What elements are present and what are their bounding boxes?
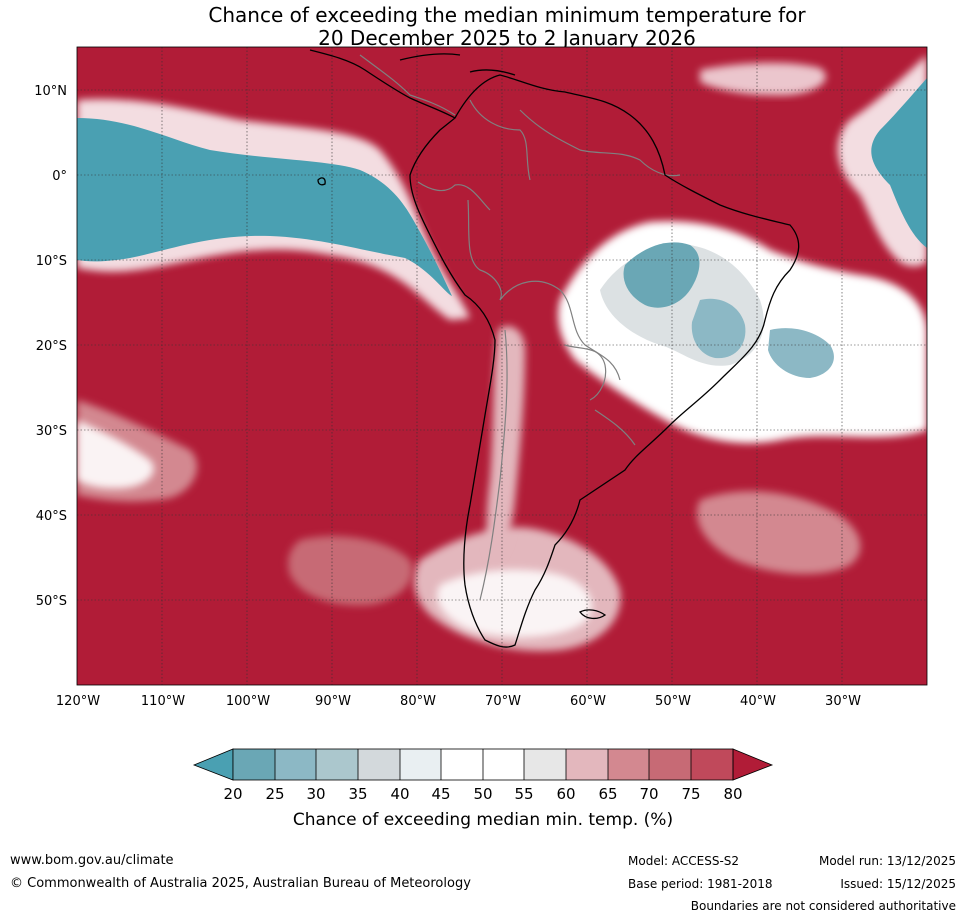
colorbar-tick: 35 bbox=[348, 785, 367, 803]
footer-model-run: Model run: 13/12/2025 bbox=[818, 854, 956, 868]
lon-label-80w: 80°W bbox=[400, 694, 436, 709]
brazil-cool-core-3 bbox=[768, 328, 834, 378]
se-pacific-white-patch bbox=[77, 420, 154, 489]
colorbar-tick: 80 bbox=[723, 785, 742, 803]
lat-label-40s: 40°S bbox=[36, 509, 67, 524]
colorbar-low-arrow bbox=[192, 748, 234, 781]
colorbar-tick: 40 bbox=[390, 785, 409, 803]
andes-light-strip bbox=[486, 326, 525, 560]
patagonia-white-region bbox=[437, 569, 592, 638]
colorbar-tick: 65 bbox=[598, 785, 617, 803]
border-venezuela-brazil bbox=[519, 109, 681, 177]
colorbar-segment bbox=[441, 749, 483, 780]
lon-label-50w: 50°W bbox=[655, 694, 691, 709]
title-line-1: Chance of exceeding the median minimum t… bbox=[208, 3, 806, 27]
coast-caribbean bbox=[399, 53, 516, 76]
border-chile-argentina bbox=[479, 329, 508, 601]
pacific-cool-band bbox=[77, 118, 452, 296]
lon-label-60w: 60°W bbox=[570, 694, 606, 709]
south-atlantic-pink-patch bbox=[696, 491, 861, 575]
coast-central-america bbox=[309, 49, 456, 119]
border-peru-brazil bbox=[467, 199, 502, 301]
colorbar-segment bbox=[275, 749, 316, 780]
lat-label-0: 0° bbox=[52, 169, 67, 184]
lat-label-10s: 10°S bbox=[36, 254, 67, 269]
colorbar-segment bbox=[608, 749, 649, 780]
south-pacific-pink-patch bbox=[288, 536, 413, 606]
atlantic-cool-patch bbox=[871, 78, 927, 248]
footer-model: Model: ACCESS-S2 bbox=[628, 854, 740, 868]
colorbar-segment bbox=[233, 749, 275, 780]
colorbar-segment bbox=[649, 749, 691, 780]
colorbar-tick: 55 bbox=[514, 785, 533, 803]
lat-label-30s: 30°S bbox=[36, 424, 67, 439]
brazil-cool-core-2 bbox=[691, 298, 746, 359]
colorbar-segment bbox=[691, 749, 733, 780]
border-central-america bbox=[359, 54, 456, 116]
lon-label-90w: 90°W bbox=[315, 694, 351, 709]
coast-galapagos bbox=[317, 177, 326, 186]
coastlines bbox=[309, 49, 800, 648]
lon-label-120w: 120°W bbox=[56, 694, 100, 709]
colorbar-high-arrow bbox=[732, 748, 774, 781]
north-atlantic-pink-patch bbox=[700, 62, 826, 96]
lat-label-10n: 10°N bbox=[34, 84, 67, 99]
colorbar-label: Chance of exceeding median min. temp. (%… bbox=[293, 810, 673, 830]
footer-copyright: © Commonwealth of Australia 2025, Austra… bbox=[10, 876, 471, 891]
colorbar-segment bbox=[316, 749, 358, 780]
footer-disclaimer: Boundaries are not considered authoritat… bbox=[690, 899, 956, 913]
coast-falklands bbox=[579, 609, 607, 620]
map-title: Chance of exceeding the median minimum t… bbox=[0, 4, 965, 50]
coast-south-america bbox=[409, 74, 800, 648]
lon-label-70w: 70°W bbox=[485, 694, 521, 709]
lon-label-30w: 30°W bbox=[825, 694, 861, 709]
colorbar-tick: 30 bbox=[306, 785, 325, 803]
colorbar-tick: 50 bbox=[473, 785, 492, 803]
colorbar-segment bbox=[400, 749, 441, 780]
lon-label-110w: 110°W bbox=[141, 694, 185, 709]
colorbar-segment bbox=[566, 749, 608, 780]
map-frame bbox=[76, 46, 928, 686]
colorbar-tick: 45 bbox=[431, 785, 450, 803]
colorbar-tick: 60 bbox=[556, 785, 575, 803]
footer-website[interactable]: www.bom.gov.au/climate bbox=[10, 853, 174, 868]
footer-issued: Issued: 15/12/2025 bbox=[840, 877, 956, 891]
border-bolivia bbox=[499, 280, 621, 381]
border-peru-ecuador-colombia bbox=[417, 181, 491, 211]
colorbar-tick: 25 bbox=[265, 785, 284, 803]
border-colombia-venezuela bbox=[469, 99, 531, 181]
country-borders bbox=[359, 54, 681, 601]
border-uruguay bbox=[594, 409, 636, 446]
colorbar-tick: 70 bbox=[639, 785, 658, 803]
colorbar-tick: 75 bbox=[681, 785, 700, 803]
lat-label-50s: 50°S bbox=[36, 594, 67, 609]
border-paraguay bbox=[564, 344, 607, 401]
colorbar: 20 25 30 35 40 45 50 55 60 65 70 75 80 C… bbox=[192, 748, 774, 830]
title-line-2: 20 December 2025 to 2 January 2026 bbox=[318, 26, 696, 50]
lon-label-100w: 100°W bbox=[226, 694, 270, 709]
gridlines bbox=[77, 47, 927, 685]
footer-base-period: Base period: 1981-2018 bbox=[628, 877, 773, 891]
colorbar-segment bbox=[524, 749, 566, 780]
colorbar-segment bbox=[358, 749, 400, 780]
lat-label-20s: 20°S bbox=[36, 339, 67, 354]
colorbar-tick: 20 bbox=[223, 785, 242, 803]
lon-label-40w: 40°W bbox=[740, 694, 776, 709]
brazil-cool-core bbox=[623, 242, 700, 308]
colorbar-segment bbox=[483, 749, 524, 780]
